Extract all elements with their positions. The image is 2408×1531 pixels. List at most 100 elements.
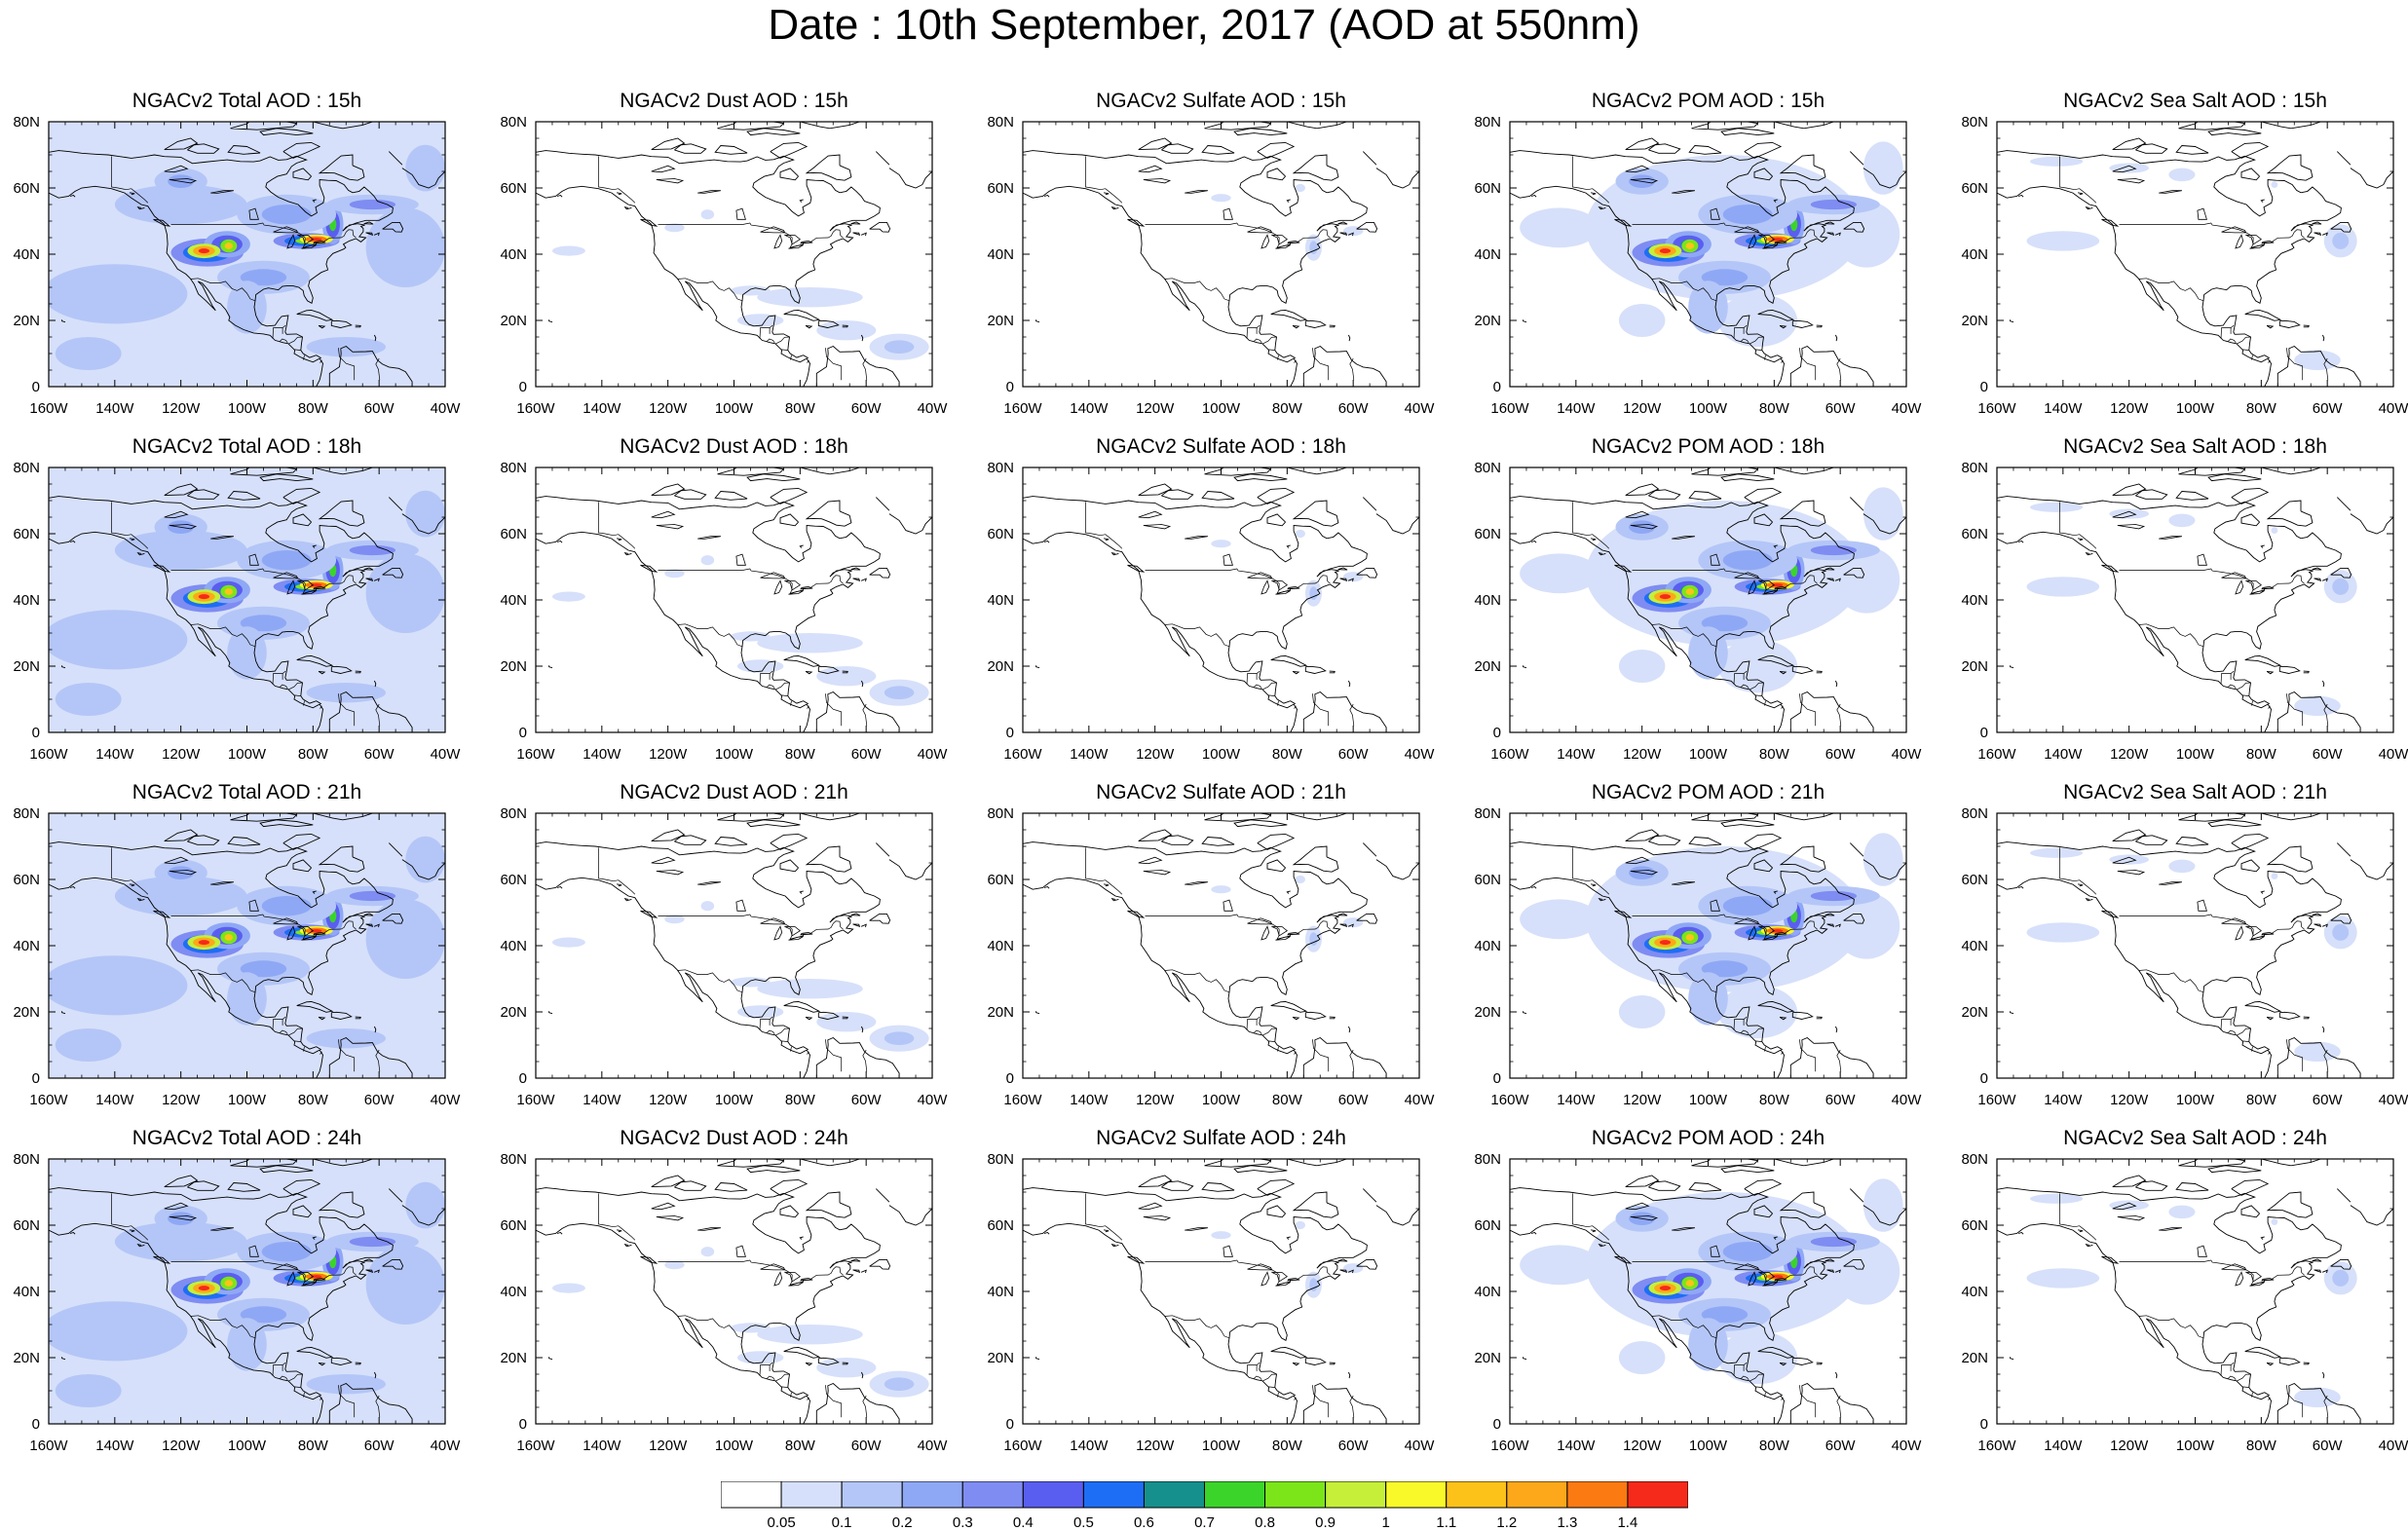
- lon-tick-label: 100W: [1202, 1438, 1241, 1454]
- lon-tick-label: 160W: [29, 746, 68, 763]
- lon-tick-label: 120W: [162, 1092, 201, 1108]
- lon-tick-label: 120W: [1136, 1092, 1175, 1108]
- lon-tick-label: 120W: [1623, 400, 1662, 417]
- lat-tick-label: 60N: [13, 872, 40, 888]
- page-title: Date : 10th September, 2017 (AOD at 550n…: [768, 1, 1640, 49]
- lon-tick-label: 40W: [2379, 1092, 2408, 1108]
- lat-tick-label: 80N: [1474, 1151, 1501, 1168]
- lon-tick-label: 60W: [1338, 746, 1370, 763]
- lat-tick-label: 40N: [1961, 1284, 1988, 1300]
- lon-tick-label: 40W: [1892, 746, 1923, 763]
- panel-title: NGACv2 Sea Salt AOD : 21h: [2063, 781, 2327, 803]
- aod-map: 160W 140W 120W 100W 80W 60W 40W 0 20N 40N 60N 80N: [1961, 114, 2408, 417]
- lat-tick-label: 20N: [1474, 313, 1501, 329]
- lon-tick-label: 60W: [1338, 400, 1370, 417]
- panel-title: NGACv2 Total AOD : 21h: [132, 781, 362, 803]
- lat-tick-label: 80N: [987, 1151, 1014, 1168]
- aod-map: 160W 140W 120W 100W 80W 60W 40W 0 20N 40N 60N 80N: [1961, 805, 2408, 1108]
- aod-map: 160W 140W 120W 100W 80W 60W 40W 0 20N 40N 60N 80N: [1474, 1151, 1922, 1454]
- map-panel-total-15h: NGACv2 Total AOD : 15h 160W 140W 120W 100W 80…: [0, 89, 494, 426]
- panel-title: NGACv2 Dust AOD : 24h: [620, 1127, 848, 1149]
- lat-tick-label: 80N: [13, 805, 40, 822]
- lat-tick-label: 60N: [1961, 180, 1988, 197]
- lat-tick-label: 40N: [1961, 246, 1988, 263]
- map-panel-total-24h: NGACv2 Total AOD : 24h 160W 140W 120W 100W 80…: [0, 1126, 494, 1463]
- lat-tick-label: 60N: [1961, 1217, 1988, 1234]
- lon-tick-label: 80W: [2246, 746, 2277, 763]
- map-panel-sulfate-15h: NGACv2 Sulfate AOD : 15h 160W 140W 120W 100W…: [974, 89, 1468, 426]
- lat-tick-label: 80N: [987, 460, 1014, 476]
- colorbar-label: 0.5: [1073, 1514, 1094, 1531]
- lon-tick-label: 100W: [1689, 1438, 1728, 1454]
- lat-tick-label: 80N: [1961, 114, 1988, 131]
- lon-tick-label: 60W: [364, 746, 395, 763]
- lon-tick-label: 120W: [649, 1092, 688, 1108]
- lon-tick-label: 80W: [1759, 1438, 1790, 1454]
- lon-tick-label: 160W: [1490, 1092, 1529, 1108]
- colorbar-label: 1.2: [1496, 1514, 1517, 1531]
- lon-tick-label: 120W: [2110, 400, 2149, 417]
- lon-tick-label: 120W: [1623, 1438, 1662, 1454]
- map-panel-pom-15h: NGACv2 POM AOD : 15h 160W 140W 120W 100W 80W 6…: [1461, 89, 1955, 426]
- lat-tick-label: 60N: [987, 180, 1014, 197]
- lat-tick-label: 0: [1006, 1070, 1014, 1087]
- lon-tick-label: 60W: [364, 1092, 395, 1108]
- lat-tick-label: 0: [32, 725, 40, 741]
- colorbar-label: 0.05: [767, 1514, 795, 1531]
- lat-tick-label: 40N: [987, 246, 1014, 263]
- lon-tick-label: 60W: [1825, 1092, 1857, 1108]
- lat-tick-label: 40N: [1474, 1284, 1501, 1300]
- panel-title: NGACv2 POM AOD : 24h: [1591, 1127, 1825, 1149]
- lat-tick-label: 40N: [13, 592, 40, 609]
- aod-map: 160W 140W 120W 100W 80W 60W 40W 0 20N 40N 60N 80N: [987, 1151, 1435, 1454]
- panel-title: NGACv2 Sulfate AOD : 18h: [1096, 435, 1346, 458]
- lat-tick-label: 60N: [500, 872, 527, 888]
- colorbar-label: 1.1: [1436, 1514, 1456, 1531]
- lon-tick-label: 100W: [1689, 1092, 1728, 1108]
- lat-tick-label: 60N: [500, 1217, 527, 1234]
- lat-tick-label: 60N: [500, 526, 527, 542]
- lon-tick-label: 120W: [1136, 400, 1175, 417]
- lon-tick-label: 60W: [1825, 746, 1857, 763]
- lat-tick-label: 0: [519, 379, 527, 395]
- aod-map: 160W 140W 120W 100W 80W 60W 40W 0 20N 40N 60N 80N: [500, 1151, 949, 1454]
- lat-tick-label: 40N: [1474, 938, 1501, 954]
- lat-tick-label: 80N: [987, 114, 1014, 131]
- lat-tick-label: 40N: [500, 938, 527, 954]
- lat-tick-label: 0: [519, 1070, 527, 1087]
- lat-tick-label: 40N: [500, 246, 527, 263]
- lon-tick-label: 80W: [298, 400, 329, 417]
- lat-tick-label: 20N: [987, 658, 1014, 675]
- map-panel-total-18h: NGACv2 Total AOD : 18h 160W 140W 120W 100W 80…: [0, 434, 494, 771]
- lon-tick-label: 160W: [1977, 1092, 2016, 1108]
- lat-tick-label: 80N: [1474, 114, 1501, 131]
- lon-tick-label: 140W: [1070, 746, 1109, 763]
- lon-tick-label: 80W: [1272, 746, 1303, 763]
- lat-tick-label: 60N: [1474, 180, 1501, 197]
- colorbar-swatch: [1264, 1481, 1327, 1509]
- lat-tick-label: 40N: [13, 938, 40, 954]
- lon-tick-label: 80W: [785, 400, 816, 417]
- lon-tick-label: 100W: [1689, 746, 1728, 763]
- map-panel-dust-24h: NGACv2 Dust AOD : 24h 160W 140W 120W 100W 80W…: [487, 1126, 981, 1463]
- lon-tick-label: 160W: [1003, 746, 1042, 763]
- aod-map: 160W 140W 120W 100W 80W 60W 40W 0 20N 40N 60N 80N: [13, 1151, 461, 1454]
- lon-tick-label: 100W: [715, 400, 754, 417]
- lon-tick-label: 60W: [1338, 1092, 1370, 1108]
- lon-tick-label: 120W: [162, 400, 201, 417]
- lon-tick-label: 60W: [364, 400, 395, 417]
- lat-tick-label: 0: [1493, 725, 1501, 741]
- lon-tick-label: 40W: [2379, 746, 2408, 763]
- map-panel-total-21h: NGACv2 Total AOD : 21h 160W 140W 120W 100W 80…: [0, 780, 494, 1117]
- aod-map: 160W 140W 120W 100W 80W 60W 40W 0 20N 40N 60N 80N: [1474, 114, 1922, 417]
- lon-tick-label: 40W: [918, 400, 949, 417]
- lon-tick-label: 120W: [2110, 1438, 2149, 1454]
- lon-tick-label: 140W: [1070, 1092, 1109, 1108]
- lon-tick-label: 40W: [918, 1438, 949, 1454]
- lon-tick-label: 140W: [95, 400, 134, 417]
- lon-tick-label: 140W: [1557, 746, 1596, 763]
- lon-tick-label: 100W: [228, 746, 267, 763]
- lon-tick-label: 140W: [95, 1438, 134, 1454]
- lat-tick-label: 60N: [987, 1217, 1014, 1234]
- lon-tick-label: 160W: [29, 400, 68, 417]
